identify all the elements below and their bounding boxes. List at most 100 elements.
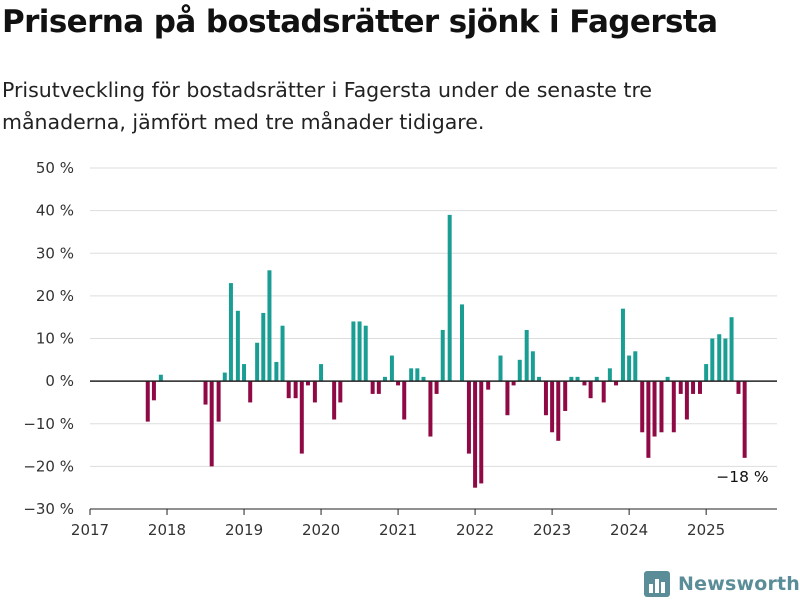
bar — [640, 381, 645, 433]
bar — [729, 317, 734, 382]
x-tick-label: 2023 — [533, 521, 571, 539]
bars — [145, 214, 747, 488]
bar — [376, 381, 381, 394]
bar — [242, 364, 247, 382]
bar — [293, 381, 298, 399]
bar — [704, 364, 709, 382]
bar — [627, 355, 632, 382]
newsworthy-brand: Newsworthy — [644, 569, 800, 599]
x-tick-label: 2025 — [687, 521, 725, 539]
chart-title: Priserna på bostadsrätter sjönk i Fagers… — [2, 4, 718, 40]
bar — [517, 359, 522, 382]
bar — [723, 338, 728, 382]
bar — [717, 334, 722, 382]
bar — [582, 381, 587, 386]
bar-chart-logo-icon — [644, 571, 670, 597]
bar — [697, 381, 702, 394]
bar — [563, 381, 568, 411]
bar — [575, 376, 580, 382]
bar — [659, 381, 664, 433]
bar — [421, 376, 426, 382]
last-value-annotation: −18 % — [716, 468, 768, 486]
chart-subtitle: Prisutveckling för bostadsrätter i Fager… — [2, 78, 653, 134]
x-tick-label: 2024 — [610, 521, 648, 539]
bar — [671, 381, 676, 433]
bar — [505, 381, 510, 416]
bar — [216, 381, 221, 422]
bar — [396, 381, 401, 386]
bar — [569, 376, 574, 382]
bar — [357, 321, 362, 382]
bar — [363, 325, 368, 382]
bar — [665, 376, 670, 382]
bar-chart: 50 % 40 % 30 % 20 % 10 % 0 % −10 % −20 % −30 % 20… — [23, 159, 777, 539]
bar — [620, 308, 625, 382]
bar — [235, 310, 240, 382]
bar — [633, 351, 638, 382]
bar — [319, 364, 324, 382]
bar — [299, 381, 304, 454]
bar — [447, 214, 452, 382]
bar — [652, 381, 657, 437]
bar — [486, 381, 491, 390]
bar — [646, 381, 651, 458]
bar — [255, 342, 260, 382]
x-tick-label: 2019 — [225, 521, 263, 539]
bar — [594, 376, 599, 382]
y-tick-label: 0 % — [45, 372, 74, 390]
bar — [248, 381, 253, 403]
bar — [409, 368, 414, 382]
bar — [151, 381, 156, 401]
bar — [305, 381, 310, 386]
bar — [332, 381, 337, 420]
y-tick-label: 20 % — [36, 287, 74, 305]
x-tick-label: 2021 — [379, 521, 417, 539]
bar — [389, 355, 394, 382]
bar — [370, 381, 375, 394]
bar — [742, 381, 747, 458]
bar — [338, 381, 343, 403]
bar — [222, 372, 227, 382]
y-tick-label: 50 % — [36, 159, 74, 177]
bar — [267, 270, 272, 382]
bar — [588, 381, 593, 399]
y-tick-label: −30 % — [23, 500, 74, 518]
bar — [459, 304, 464, 382]
bar — [543, 381, 548, 416]
bar — [402, 381, 407, 420]
bar — [351, 321, 356, 382]
bar — [607, 368, 612, 382]
bar — [511, 381, 516, 386]
bar — [280, 325, 285, 382]
bar — [286, 381, 291, 399]
y-tick-label: −10 % — [23, 415, 74, 433]
bar — [479, 381, 484, 484]
bar — [261, 312, 266, 382]
y-tick-label: −20 % — [23, 457, 74, 475]
grid-lines — [90, 167, 777, 510]
bar — [684, 381, 689, 420]
brand-name: Newsworthy — [678, 573, 800, 595]
x-tick-label: 2022 — [456, 521, 494, 539]
bar — [145, 381, 150, 422]
bar — [440, 329, 445, 382]
bar — [498, 355, 503, 382]
bar — [691, 381, 696, 394]
bar — [158, 374, 163, 382]
bar — [736, 381, 741, 394]
x-tick-label: 2018 — [148, 521, 186, 539]
bar — [382, 376, 387, 382]
y-tick-label: 30 % — [36, 244, 74, 262]
axes — [89, 380, 777, 515]
bar — [473, 381, 478, 488]
bar — [524, 329, 529, 382]
bar — [415, 368, 420, 382]
bar — [203, 381, 208, 405]
bar — [614, 381, 619, 386]
x-tick-label: 2017 — [71, 521, 109, 539]
bar — [678, 381, 683, 394]
bar — [556, 381, 561, 441]
y-tick-label: 10 % — [36, 330, 74, 348]
x-tick-label: 2020 — [302, 521, 340, 539]
bar — [537, 376, 542, 382]
